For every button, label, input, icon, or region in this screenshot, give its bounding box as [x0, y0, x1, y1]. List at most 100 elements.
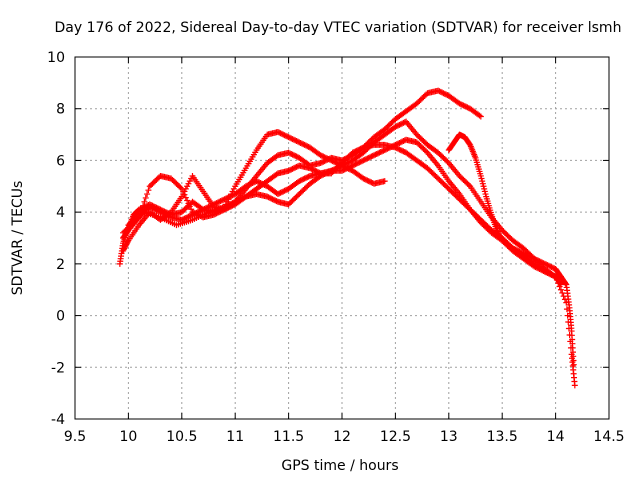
- data-point: [229, 192, 236, 199]
- data-point: [397, 139, 404, 146]
- data-point: [364, 155, 371, 162]
- data-point: [381, 147, 388, 154]
- data-point: [361, 176, 368, 183]
- data-point: [375, 150, 382, 157]
- data-point: [189, 211, 196, 218]
- data-point: [461, 103, 468, 110]
- data-point: [277, 189, 284, 196]
- data-point: [559, 289, 566, 296]
- data-point: [355, 160, 362, 167]
- data-point: [205, 203, 212, 210]
- data-point: [226, 193, 233, 200]
- data-point: [230, 199, 237, 206]
- data-point: [367, 178, 374, 185]
- data-point: [157, 209, 164, 216]
- data-point: [548, 264, 555, 271]
- data-point: [384, 145, 391, 152]
- data-point: [221, 203, 228, 210]
- data-point: [360, 175, 367, 182]
- y-tick-label: -2: [51, 360, 65, 376]
- data-point: [124, 238, 131, 245]
- data-point: [274, 191, 281, 198]
- y-tick-label: 0: [56, 309, 65, 325]
- data-point: [320, 153, 327, 160]
- y-tick-label: 6: [56, 153, 65, 169]
- y-tick-label: 2: [56, 257, 65, 273]
- data-point: [535, 265, 542, 272]
- data-point: [225, 202, 232, 209]
- data-point: [545, 270, 552, 277]
- data-point: [459, 101, 466, 108]
- y-tick-label: 4: [56, 205, 65, 221]
- data-point: [356, 146, 363, 153]
- data-point: [531, 263, 538, 270]
- data-point: [456, 100, 463, 107]
- data-point: [457, 101, 464, 108]
- data-point: [273, 171, 280, 178]
- data-point: [387, 144, 394, 151]
- y-axis-label: SDTVAR / TECUs: [10, 181, 26, 296]
- data-point: [293, 153, 300, 160]
- data-point: [541, 268, 548, 275]
- data-point: [351, 149, 358, 156]
- data-point: [158, 209, 165, 216]
- data-point: [540, 267, 547, 274]
- data-point: [292, 164, 299, 171]
- data-point: [339, 162, 345, 169]
- data-point: [250, 179, 257, 186]
- data-point: [304, 143, 311, 150]
- series-track-c: [120, 141, 578, 389]
- data-point: [532, 264, 539, 271]
- data-point: [282, 187, 289, 194]
- data-point: [537, 266, 544, 273]
- data-point: [439, 89, 446, 96]
- data-point: [228, 200, 235, 207]
- x-tick-label: 14.5: [593, 429, 624, 445]
- data-point: [218, 197, 225, 204]
- data-point: [289, 136, 296, 143]
- data-point: [389, 143, 396, 150]
- data-point: [463, 103, 470, 110]
- data-point: [224, 194, 231, 201]
- data-point: [220, 196, 227, 203]
- data-point: [210, 211, 217, 218]
- data-point: [547, 271, 554, 278]
- data-point: [141, 198, 148, 205]
- data-point: [357, 145, 364, 152]
- data-point: [233, 198, 240, 205]
- data-point: [441, 90, 448, 97]
- data-point: [536, 258, 543, 265]
- x-tick-label: 13: [440, 429, 458, 445]
- data-point: [301, 141, 308, 148]
- x-tick-label: 10.5: [166, 429, 197, 445]
- data-point: [543, 261, 550, 268]
- data-point: [164, 212, 171, 219]
- data-point: [399, 138, 406, 145]
- data-point: [185, 213, 192, 220]
- data-point: [300, 141, 307, 148]
- data-point: [345, 159, 352, 166]
- data-point: [548, 271, 555, 278]
- data-point: [533, 256, 540, 263]
- data-point: [225, 194, 232, 201]
- data-point: [305, 173, 312, 180]
- data-point: [216, 198, 223, 205]
- data-point: [146, 203, 153, 210]
- data-point: [300, 176, 307, 183]
- data-point: [214, 199, 221, 206]
- data-point: [318, 159, 325, 166]
- data-point: [306, 165, 313, 172]
- data-point: [296, 178, 303, 185]
- series-track-e: [125, 136, 564, 280]
- data-point: [182, 214, 189, 221]
- data-point: [401, 119, 408, 126]
- x-tick-label: 12: [333, 429, 351, 445]
- data-point: [144, 191, 151, 198]
- data-point: [380, 147, 387, 154]
- data-point: [361, 156, 368, 163]
- data-point: [154, 207, 161, 214]
- data-point: [397, 147, 404, 154]
- data-point: [286, 134, 293, 141]
- data-point: [276, 129, 283, 136]
- data-point: [363, 176, 370, 183]
